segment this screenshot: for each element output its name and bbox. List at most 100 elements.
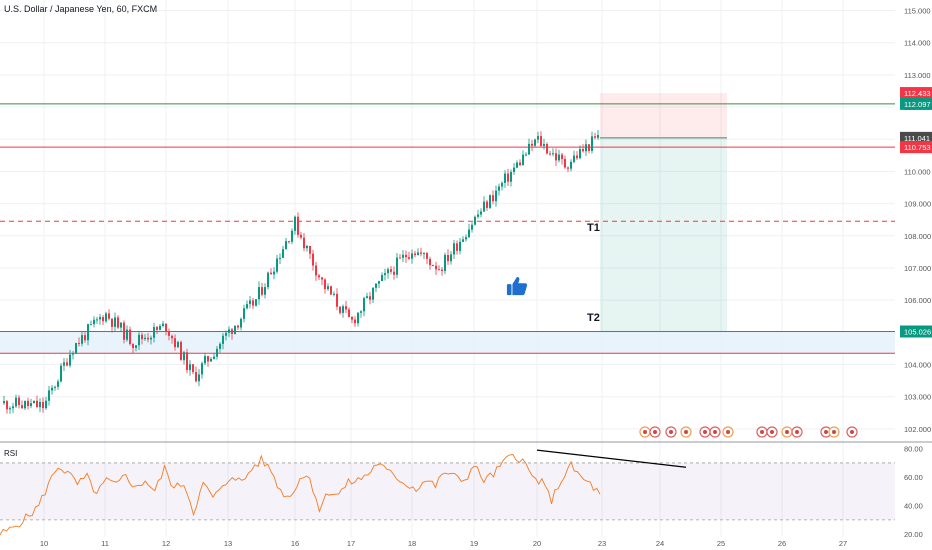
event-dot — [760, 430, 764, 434]
x-tick-label: 12 — [162, 539, 170, 548]
event-dot — [726, 430, 730, 434]
candle-body — [279, 257, 281, 259]
candle-body — [267, 272, 269, 288]
candle-body — [180, 341, 182, 361]
candle-body — [315, 265, 317, 276]
candle-body — [129, 329, 131, 344]
event-dot — [795, 430, 799, 434]
candle-body — [483, 201, 485, 212]
x-axis: 10 11 12 13 16 17 18 19 20 23 24 25 26 27 — [40, 539, 847, 548]
candle-body — [585, 144, 587, 152]
candle-body — [285, 241, 287, 250]
event-dot — [770, 430, 774, 434]
candle-body — [486, 201, 488, 208]
candle-body — [312, 253, 314, 266]
candle-body — [42, 402, 44, 409]
x-tick-label: 19 — [470, 539, 478, 548]
candle-body — [156, 326, 158, 330]
candle-body — [423, 253, 425, 255]
candle-body — [477, 214, 479, 217]
x-tick-label: 24 — [656, 539, 664, 548]
candle-body — [525, 154, 527, 156]
candle-body — [15, 397, 17, 407]
candle-body — [240, 318, 242, 328]
price-tag-label: 105.026 — [904, 327, 931, 336]
candle-body — [339, 306, 341, 313]
candle-body — [306, 245, 308, 249]
candle-body — [252, 300, 254, 306]
price-tag-label: 110.753 — [904, 143, 931, 152]
candle-body — [351, 316, 353, 320]
candle-body — [87, 324, 89, 341]
candle-body — [288, 241, 290, 243]
candle-body — [126, 329, 128, 340]
y-tick-label: 113.000 — [904, 71, 931, 80]
candle-body — [429, 258, 431, 266]
y-tick-label: 103.000 — [904, 393, 931, 402]
candle-body — [567, 167, 569, 169]
candle-body — [6, 401, 8, 410]
candle-body — [561, 154, 563, 160]
candle-body — [72, 353, 74, 355]
candle-body — [576, 155, 578, 159]
candle-body — [375, 283, 377, 288]
rsi-tick-label: 80.00 — [904, 445, 923, 454]
x-tick-label: 18 — [408, 539, 416, 548]
candles — [3, 129, 599, 414]
candle-body — [243, 308, 245, 319]
candle-body — [579, 149, 581, 159]
x-tick-label: 13 — [224, 539, 232, 548]
candle-body — [330, 286, 332, 295]
candle-body — [522, 154, 524, 166]
candle-body — [57, 381, 59, 387]
chart-title: U.S. Dollar / Japanese Yen, 60, FXCM — [4, 4, 158, 14]
candle-body — [174, 338, 176, 348]
candle-body — [258, 287, 260, 300]
candle-body — [9, 408, 11, 410]
stop-zone — [600, 93, 727, 138]
candle-body — [450, 254, 452, 262]
candle-body — [153, 326, 155, 338]
x-tick-label: 10 — [40, 539, 48, 548]
candle-body — [273, 271, 275, 275]
candle-body — [24, 400, 26, 409]
candle-body — [426, 253, 428, 259]
candle-body — [582, 149, 584, 152]
candle-body — [471, 224, 473, 230]
candle-body — [336, 293, 338, 307]
candle-body — [540, 136, 542, 146]
candle-body — [78, 343, 80, 345]
candle-body — [357, 312, 359, 324]
candle-body — [51, 387, 53, 391]
candle-body — [291, 230, 293, 242]
candle-body — [462, 239, 464, 242]
candle-body — [354, 319, 356, 324]
candle-body — [135, 345, 137, 348]
candle-body — [204, 356, 206, 364]
event-dot — [713, 430, 717, 434]
y-tick-label: 106.000 — [904, 296, 931, 305]
event-dot — [653, 430, 657, 434]
y-tick-label: 114.000 — [904, 39, 931, 48]
y-axis: 115.000114.000113.000112.000111.000110.0… — [900, 6, 932, 539]
candle-body — [213, 356, 215, 359]
y-tick-label: 107.000 — [904, 264, 931, 273]
candle-body — [90, 324, 92, 326]
candle-body — [474, 216, 476, 225]
candle-body — [594, 136, 596, 138]
y-tick-label: 115.000 — [904, 6, 931, 15]
candle-body — [345, 306, 347, 310]
candle-body — [144, 337, 146, 340]
horizontal-lines — [0, 103, 895, 354]
candle-body — [183, 352, 185, 361]
candle-body — [276, 258, 278, 272]
candle-body — [459, 241, 461, 251]
candle-body — [141, 334, 143, 340]
event-dot — [643, 430, 647, 434]
candle-body — [324, 279, 326, 290]
candle-body — [564, 159, 566, 168]
candle-body — [381, 275, 383, 282]
grid — [0, 0, 932, 537]
candle-body — [234, 325, 236, 334]
